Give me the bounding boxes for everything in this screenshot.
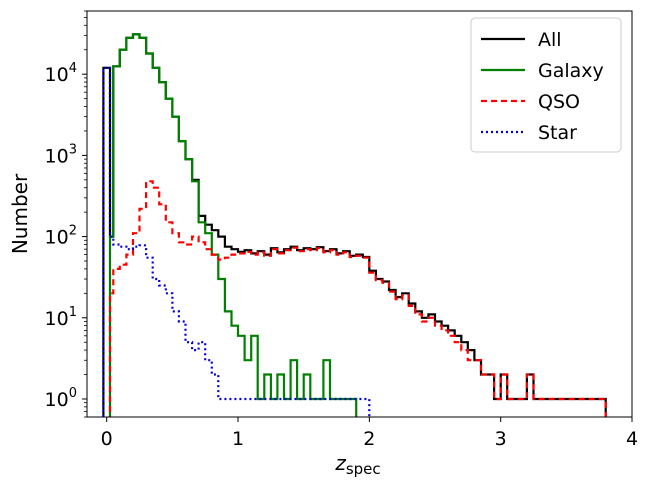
legend-label-qso: QSO <box>538 91 580 113</box>
y-tick-label: 100 <box>45 386 77 411</box>
x-axis: 0 1 2 3 4 <box>101 417 638 450</box>
x-tick-label: 1 <box>232 428 244 450</box>
series-line-star <box>102 66 371 417</box>
legend-label-star: Star <box>538 122 577 144</box>
plot-frame <box>86 10 633 418</box>
x-tick-label: 4 <box>626 428 638 450</box>
legend-box <box>470 17 622 153</box>
y-tick-label: 102 <box>45 224 77 249</box>
x-axis-label: zspec <box>334 451 380 478</box>
x-tick-label: 2 <box>363 428 375 450</box>
y-tick-label: 104 <box>45 61 77 86</box>
y-axis: 100 101 102 103 104 <box>45 10 87 418</box>
legend-label-galaxy: Galaxy <box>538 60 604 82</box>
series-line-qso <box>108 180 607 417</box>
y-axis-label: Number <box>8 173 32 254</box>
x-tick-label: 3 <box>495 428 507 450</box>
plot-area <box>86 10 633 418</box>
y-tick-label: 103 <box>45 142 77 167</box>
series-line-galaxy <box>108 33 358 417</box>
series-layer <box>102 33 607 417</box>
x-tick-label: 0 <box>101 428 113 450</box>
legend: All Galaxy QSO Star <box>470 17 622 153</box>
legend-label-all: All <box>538 29 562 51</box>
y-tick-label: 101 <box>45 305 77 330</box>
